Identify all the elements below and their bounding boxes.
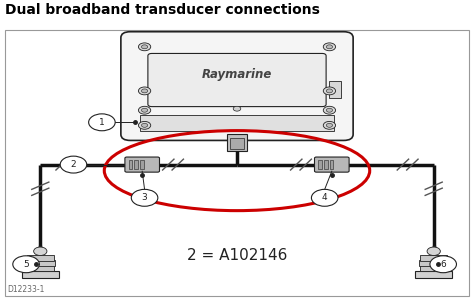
FancyBboxPatch shape	[26, 260, 55, 266]
FancyBboxPatch shape	[227, 134, 247, 151]
Circle shape	[142, 123, 148, 127]
Text: D12233-1: D12233-1	[7, 285, 45, 294]
Circle shape	[13, 256, 39, 273]
Circle shape	[326, 123, 333, 127]
Circle shape	[427, 247, 440, 255]
Bar	[319, 160, 322, 169]
Circle shape	[233, 106, 241, 111]
Circle shape	[430, 256, 456, 273]
Circle shape	[326, 45, 333, 49]
Circle shape	[89, 114, 115, 131]
FancyBboxPatch shape	[140, 115, 334, 131]
Text: Raymarine: Raymarine	[202, 68, 272, 81]
FancyBboxPatch shape	[148, 53, 326, 107]
FancyBboxPatch shape	[27, 255, 54, 261]
Circle shape	[323, 87, 336, 95]
Text: 2 = A102146: 2 = A102146	[187, 248, 287, 263]
Bar	[330, 160, 334, 169]
Circle shape	[323, 43, 336, 51]
Circle shape	[138, 121, 151, 129]
FancyBboxPatch shape	[125, 157, 159, 172]
Bar	[324, 160, 328, 169]
Bar	[140, 160, 144, 169]
FancyBboxPatch shape	[420, 265, 447, 271]
Circle shape	[142, 89, 148, 93]
FancyBboxPatch shape	[121, 32, 353, 140]
Bar	[128, 160, 132, 169]
Text: 6: 6	[440, 260, 446, 269]
FancyBboxPatch shape	[419, 260, 448, 266]
Text: 3: 3	[142, 193, 147, 202]
Circle shape	[138, 106, 151, 114]
Text: 4: 4	[322, 193, 328, 202]
FancyBboxPatch shape	[329, 81, 341, 98]
FancyBboxPatch shape	[420, 255, 447, 261]
Text: Dual broadband transducer connections: Dual broadband transducer connections	[5, 3, 319, 17]
Circle shape	[60, 156, 87, 173]
Bar	[135, 160, 138, 169]
FancyBboxPatch shape	[27, 265, 54, 271]
FancyBboxPatch shape	[415, 271, 452, 278]
Circle shape	[311, 189, 338, 206]
Text: 2: 2	[71, 160, 76, 169]
FancyBboxPatch shape	[230, 138, 244, 149]
Circle shape	[323, 121, 336, 129]
Circle shape	[138, 87, 151, 95]
FancyBboxPatch shape	[5, 30, 469, 296]
Circle shape	[323, 106, 336, 114]
Circle shape	[326, 89, 333, 93]
Circle shape	[142, 108, 148, 112]
Text: 5: 5	[23, 260, 29, 269]
Circle shape	[326, 108, 333, 112]
Circle shape	[34, 247, 47, 255]
Circle shape	[142, 45, 148, 49]
FancyBboxPatch shape	[314, 157, 349, 172]
FancyBboxPatch shape	[22, 271, 59, 278]
Circle shape	[131, 189, 158, 206]
Circle shape	[138, 43, 151, 51]
Text: 1: 1	[99, 118, 105, 127]
